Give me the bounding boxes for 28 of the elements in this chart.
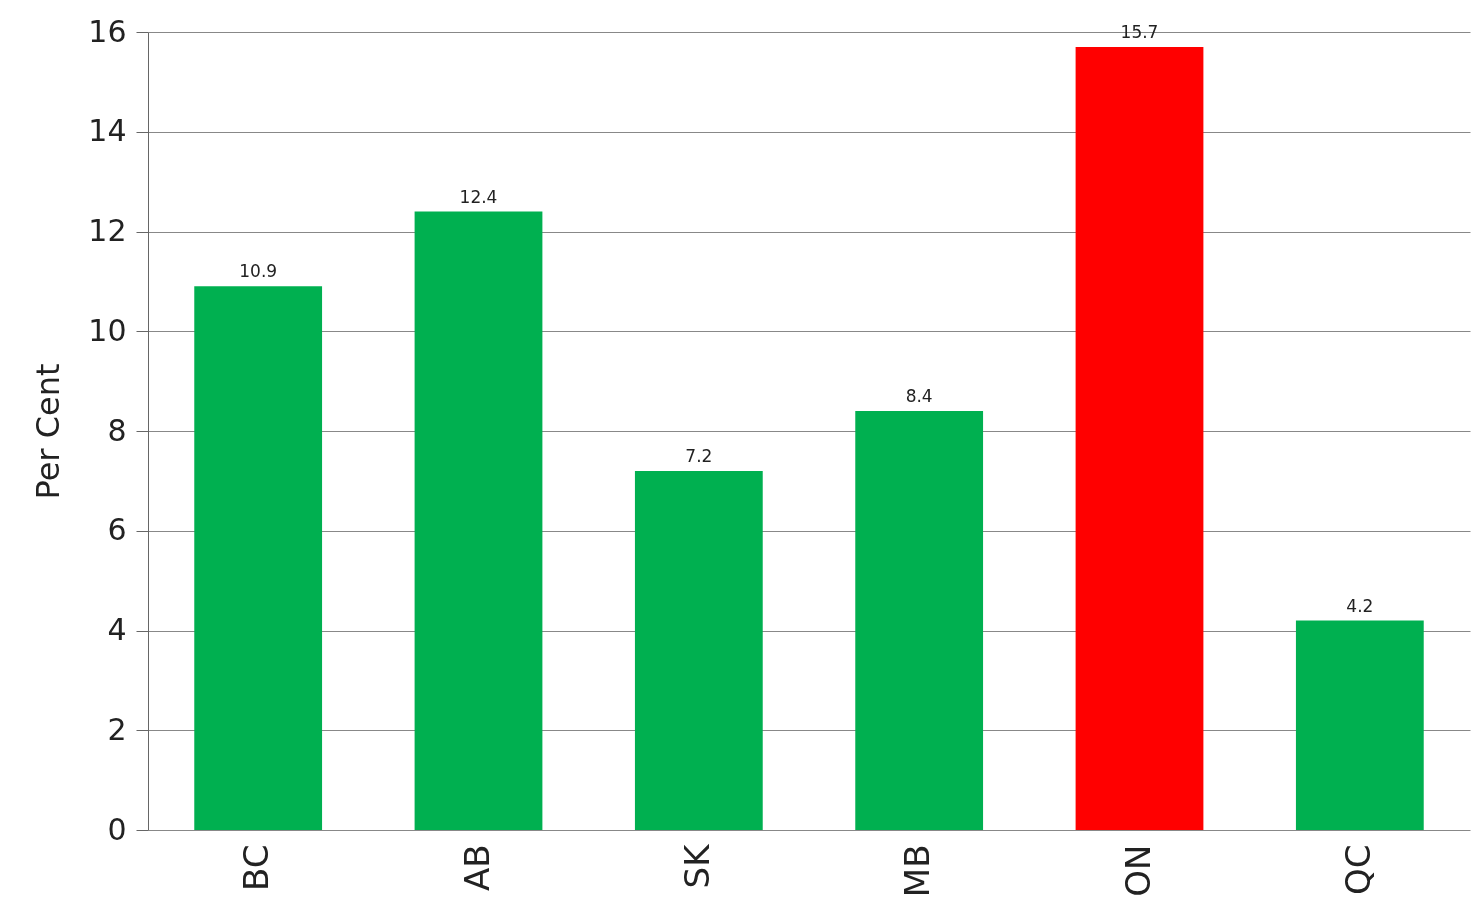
data-label: 12.4 bbox=[459, 186, 498, 207]
y-axis-title: Per Cent bbox=[29, 363, 68, 500]
y-tick-label: 0 bbox=[107, 811, 127, 847]
data-label: 4.2 bbox=[1346, 595, 1374, 616]
x-tick-label: BC bbox=[236, 844, 277, 891]
y-tick-label: 8 bbox=[107, 412, 127, 448]
x-tick-label: MB bbox=[897, 844, 938, 898]
bar bbox=[634, 470, 763, 830]
bar bbox=[414, 211, 543, 830]
bar bbox=[1295, 620, 1424, 830]
x-tick-label: ON bbox=[1117, 844, 1158, 897]
data-label: 10.9 bbox=[239, 261, 278, 282]
y-tick-label: 2 bbox=[107, 711, 127, 747]
bar bbox=[194, 286, 323, 830]
x-tick-label: SK bbox=[676, 842, 717, 889]
y-tick-label: 14 bbox=[88, 113, 127, 149]
x-tick-label: QC bbox=[1337, 844, 1378, 896]
bar bbox=[855, 411, 984, 830]
y-tick-label: 6 bbox=[107, 512, 127, 548]
y-tick-label: 4 bbox=[107, 612, 127, 647]
y-tick-label: 16 bbox=[88, 13, 127, 49]
y-tick-label: 10 bbox=[88, 312, 127, 348]
data-label: 7.2 bbox=[685, 445, 713, 466]
y-tick-label: 12 bbox=[88, 213, 127, 248]
bar bbox=[1075, 46, 1204, 830]
data-label: 15.7 bbox=[1120, 21, 1159, 42]
x-tick-label: AB bbox=[456, 844, 497, 892]
data-label: 8.4 bbox=[905, 386, 933, 407]
